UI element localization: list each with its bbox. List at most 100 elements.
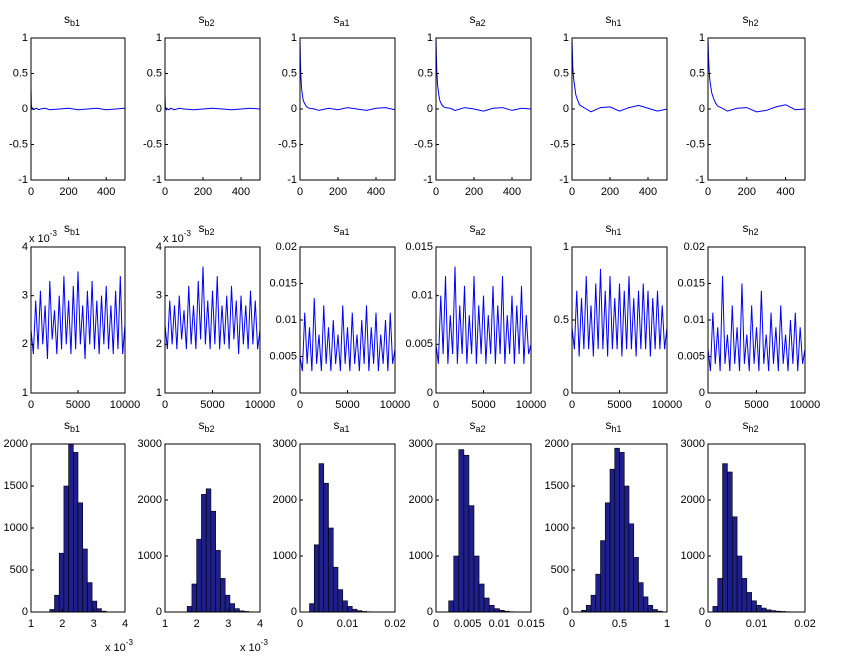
y-tick-label: 1 — [291, 32, 297, 44]
histogram-bar — [463, 454, 470, 613]
histogram-bar — [756, 604, 762, 613]
histogram-bar — [342, 600, 348, 613]
y-tick-label: 0.02 — [276, 241, 297, 253]
chart-title-part: b2 — [204, 424, 214, 434]
x-tick-label: 10000 — [380, 399, 411, 411]
chart-title: sa1 — [333, 221, 349, 237]
chart-title: sb1 — [64, 221, 80, 237]
chart-title: sb2 — [198, 12, 214, 28]
x-tick-label: 0 — [297, 186, 303, 198]
histogram-bar — [332, 566, 339, 613]
y-tick-label: 3 — [156, 290, 162, 302]
chart-title: sh2 — [742, 418, 758, 434]
x-tick-label: 0 — [569, 618, 575, 630]
x-tick-label: 1 — [162, 618, 168, 630]
histogram-bar — [323, 482, 329, 613]
axes-background — [572, 247, 667, 393]
y-tick-label: 2000 — [273, 494, 297, 506]
chart-title-part: a1 — [339, 18, 349, 28]
y-tick-label: -1 — [559, 174, 569, 186]
y-tick-label: 0.01 — [412, 290, 433, 302]
chart-title-part: h2 — [748, 424, 758, 434]
x-tick-label: 10000 — [245, 399, 276, 411]
y-tick-label: 0.02 — [684, 241, 705, 253]
chart-title: sa2 — [469, 12, 485, 28]
x-tick-label: 4 — [122, 618, 128, 630]
y-tick-label: -1 — [695, 174, 705, 186]
y-tick-label: 4 — [22, 241, 28, 253]
chart-title-base: s — [64, 221, 70, 235]
histogram-bar — [473, 555, 480, 613]
histogram-bar — [585, 604, 592, 613]
x-tick-label: 0 — [569, 186, 575, 198]
histogram-bar — [186, 606, 193, 613]
histogram-bar — [196, 538, 202, 613]
histogram-bar — [91, 600, 98, 613]
x-tick-label: 200 — [601, 186, 619, 198]
histogram-bar — [619, 452, 625, 613]
y-tick-label: 2000 — [4, 438, 28, 450]
x-tick-label: 5000 — [200, 399, 224, 411]
y-tick-label: 0.5 — [554, 67, 569, 79]
y-tick-label: 3000 — [681, 438, 705, 450]
y-tick-label: 0 — [22, 103, 28, 115]
trace-line — [299, 298, 396, 372]
y-tick-label: 0.01 — [276, 314, 297, 326]
x-tick-label: 5000 — [744, 399, 768, 411]
histogram-bar — [458, 449, 465, 613]
histogram-bar — [210, 510, 216, 613]
x-tick-label: 0 — [433, 399, 439, 411]
histogram-bar — [604, 502, 611, 613]
y-tick-label: 500 — [10, 564, 28, 576]
trace-line — [435, 266, 532, 364]
chart-title-base: s — [742, 418, 748, 432]
y-tick-label: 2000 — [138, 494, 162, 506]
trace-line — [299, 37, 396, 111]
x-tick-label: 0 — [705, 399, 711, 411]
x-tick-label: 200 — [738, 186, 756, 198]
y-tick-label: -0.5 — [9, 138, 28, 150]
x-tick-label: 200 — [465, 186, 483, 198]
histogram-bar — [191, 583, 197, 613]
trace-line — [707, 37, 806, 113]
chart-title-part: b1 — [70, 227, 80, 237]
trace-line — [30, 271, 126, 359]
chart-title-base: s — [605, 418, 611, 432]
chart-title-base: s — [333, 221, 339, 235]
x-multiplier: x 10-3 — [105, 638, 133, 654]
chart-title-base: s — [64, 12, 70, 26]
histogram-bar — [318, 463, 325, 613]
chart-title-part: a1 — [339, 227, 349, 237]
y-tick-label: 0.5 — [690, 67, 705, 79]
x-tick-label: 200 — [329, 186, 347, 198]
x-multiplier: x 10-3 — [240, 638, 268, 654]
y-tick-label: 1 — [699, 32, 705, 44]
histogram-bar — [313, 544, 320, 613]
chart-title-base: s — [469, 12, 475, 26]
x-tick-label: 0 — [705, 618, 711, 630]
x-tick-label: 0 — [433, 186, 439, 198]
y-tick-label: 0 — [156, 606, 162, 618]
x-tick-label: 5000 — [66, 399, 90, 411]
x-tick-label: 1 — [28, 618, 34, 630]
chart-title-base: s — [605, 12, 611, 26]
x-tick-label: 0.02 — [384, 618, 405, 630]
y-tick-label: 1 — [563, 32, 569, 44]
histogram-bar — [478, 583, 485, 613]
axes-box — [164, 443, 261, 613]
chart-title-part: a1 — [339, 424, 349, 434]
chart-title-part: a2 — [475, 424, 485, 434]
histogram-bar — [717, 578, 723, 613]
chart-title-part: a2 — [475, 227, 485, 237]
y-tick-label: 3000 — [409, 438, 433, 450]
x-tick-label: 4 — [257, 618, 263, 630]
trace-line — [707, 276, 806, 372]
y-tick-label: -1 — [287, 174, 297, 186]
x-tick-label: 10000 — [110, 399, 141, 411]
x-tick-label: 2 — [59, 618, 65, 630]
y-tick-label: 0 — [291, 606, 297, 618]
x-tick-label: 10000 — [516, 399, 547, 411]
y-multiplier-base: x 10 — [29, 233, 50, 245]
chart-title: sh1 — [605, 12, 621, 28]
chart-title: sb2 — [198, 221, 214, 237]
